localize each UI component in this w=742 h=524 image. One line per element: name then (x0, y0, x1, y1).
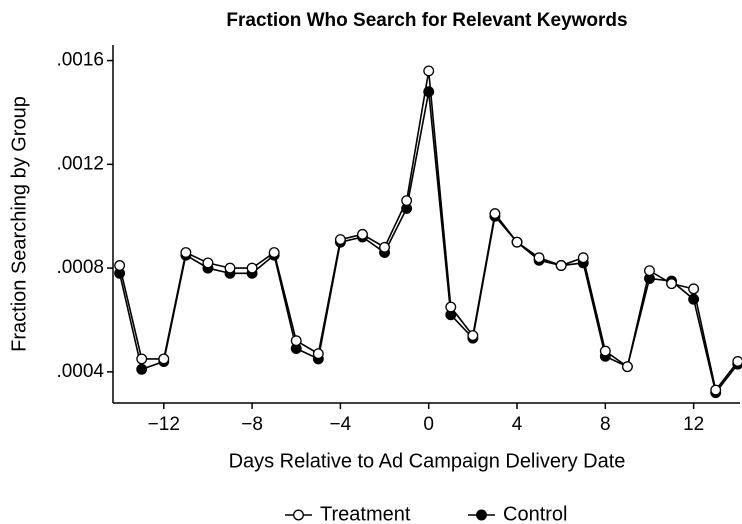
data-point (357, 228, 368, 240)
data-point (423, 65, 435, 77)
data-point (246, 262, 258, 274)
data-point (136, 353, 148, 365)
data-point (202, 257, 214, 269)
data-point (312, 348, 324, 360)
x-tick-label: 12 (683, 414, 704, 435)
x-tick-label: 0 (423, 414, 434, 435)
y-tick-label: .0012 (56, 153, 104, 174)
legend-marker (293, 509, 304, 521)
data-point (423, 86, 435, 98)
data-point (268, 247, 280, 258)
data-point (180, 247, 192, 258)
x-tick-label: −4 (330, 414, 352, 435)
y-tick-label: .0004 (56, 361, 104, 382)
data-point (533, 252, 545, 264)
data-point (666, 278, 678, 290)
chart-title: Fraction Who Search for Relevant Keyword… (226, 10, 627, 31)
data-point (688, 293, 700, 305)
x-axis-label: Days Relative to Ad Campaign Delivery Da… (229, 450, 626, 472)
data-point (401, 195, 413, 207)
data-point (158, 353, 170, 365)
data-point (710, 384, 722, 396)
data-point (577, 252, 589, 264)
data-point (489, 208, 501, 220)
data-point (511, 236, 523, 248)
data-point (732, 356, 742, 367)
data-point (224, 262, 236, 274)
legend-label: Treatment (320, 503, 411, 524)
x-tick-label: −12 (148, 414, 180, 435)
y-axis-label: Fraction Searching by Group (8, 96, 30, 352)
legend-marker (476, 509, 487, 521)
data-point (379, 241, 391, 253)
data-point (621, 361, 633, 373)
data-point (334, 234, 346, 246)
data-point (688, 283, 700, 295)
data-point (290, 335, 302, 347)
data-point (644, 265, 655, 277)
y-tick-label: .0016 (56, 50, 104, 71)
legend-label: Control (503, 503, 567, 524)
data-point (136, 363, 148, 375)
series-line (118, 91, 739, 395)
data-point (467, 330, 479, 342)
x-tick-label: 4 (512, 414, 523, 435)
x-tick-label: −8 (241, 414, 263, 435)
series-line (118, 70, 739, 392)
data-point (114, 260, 126, 271)
x-tick-label: 8 (600, 414, 611, 435)
data-point (445, 301, 457, 313)
data-point (555, 260, 567, 271)
y-tick-label: .0008 (56, 257, 104, 278)
data-point (599, 345, 611, 357)
